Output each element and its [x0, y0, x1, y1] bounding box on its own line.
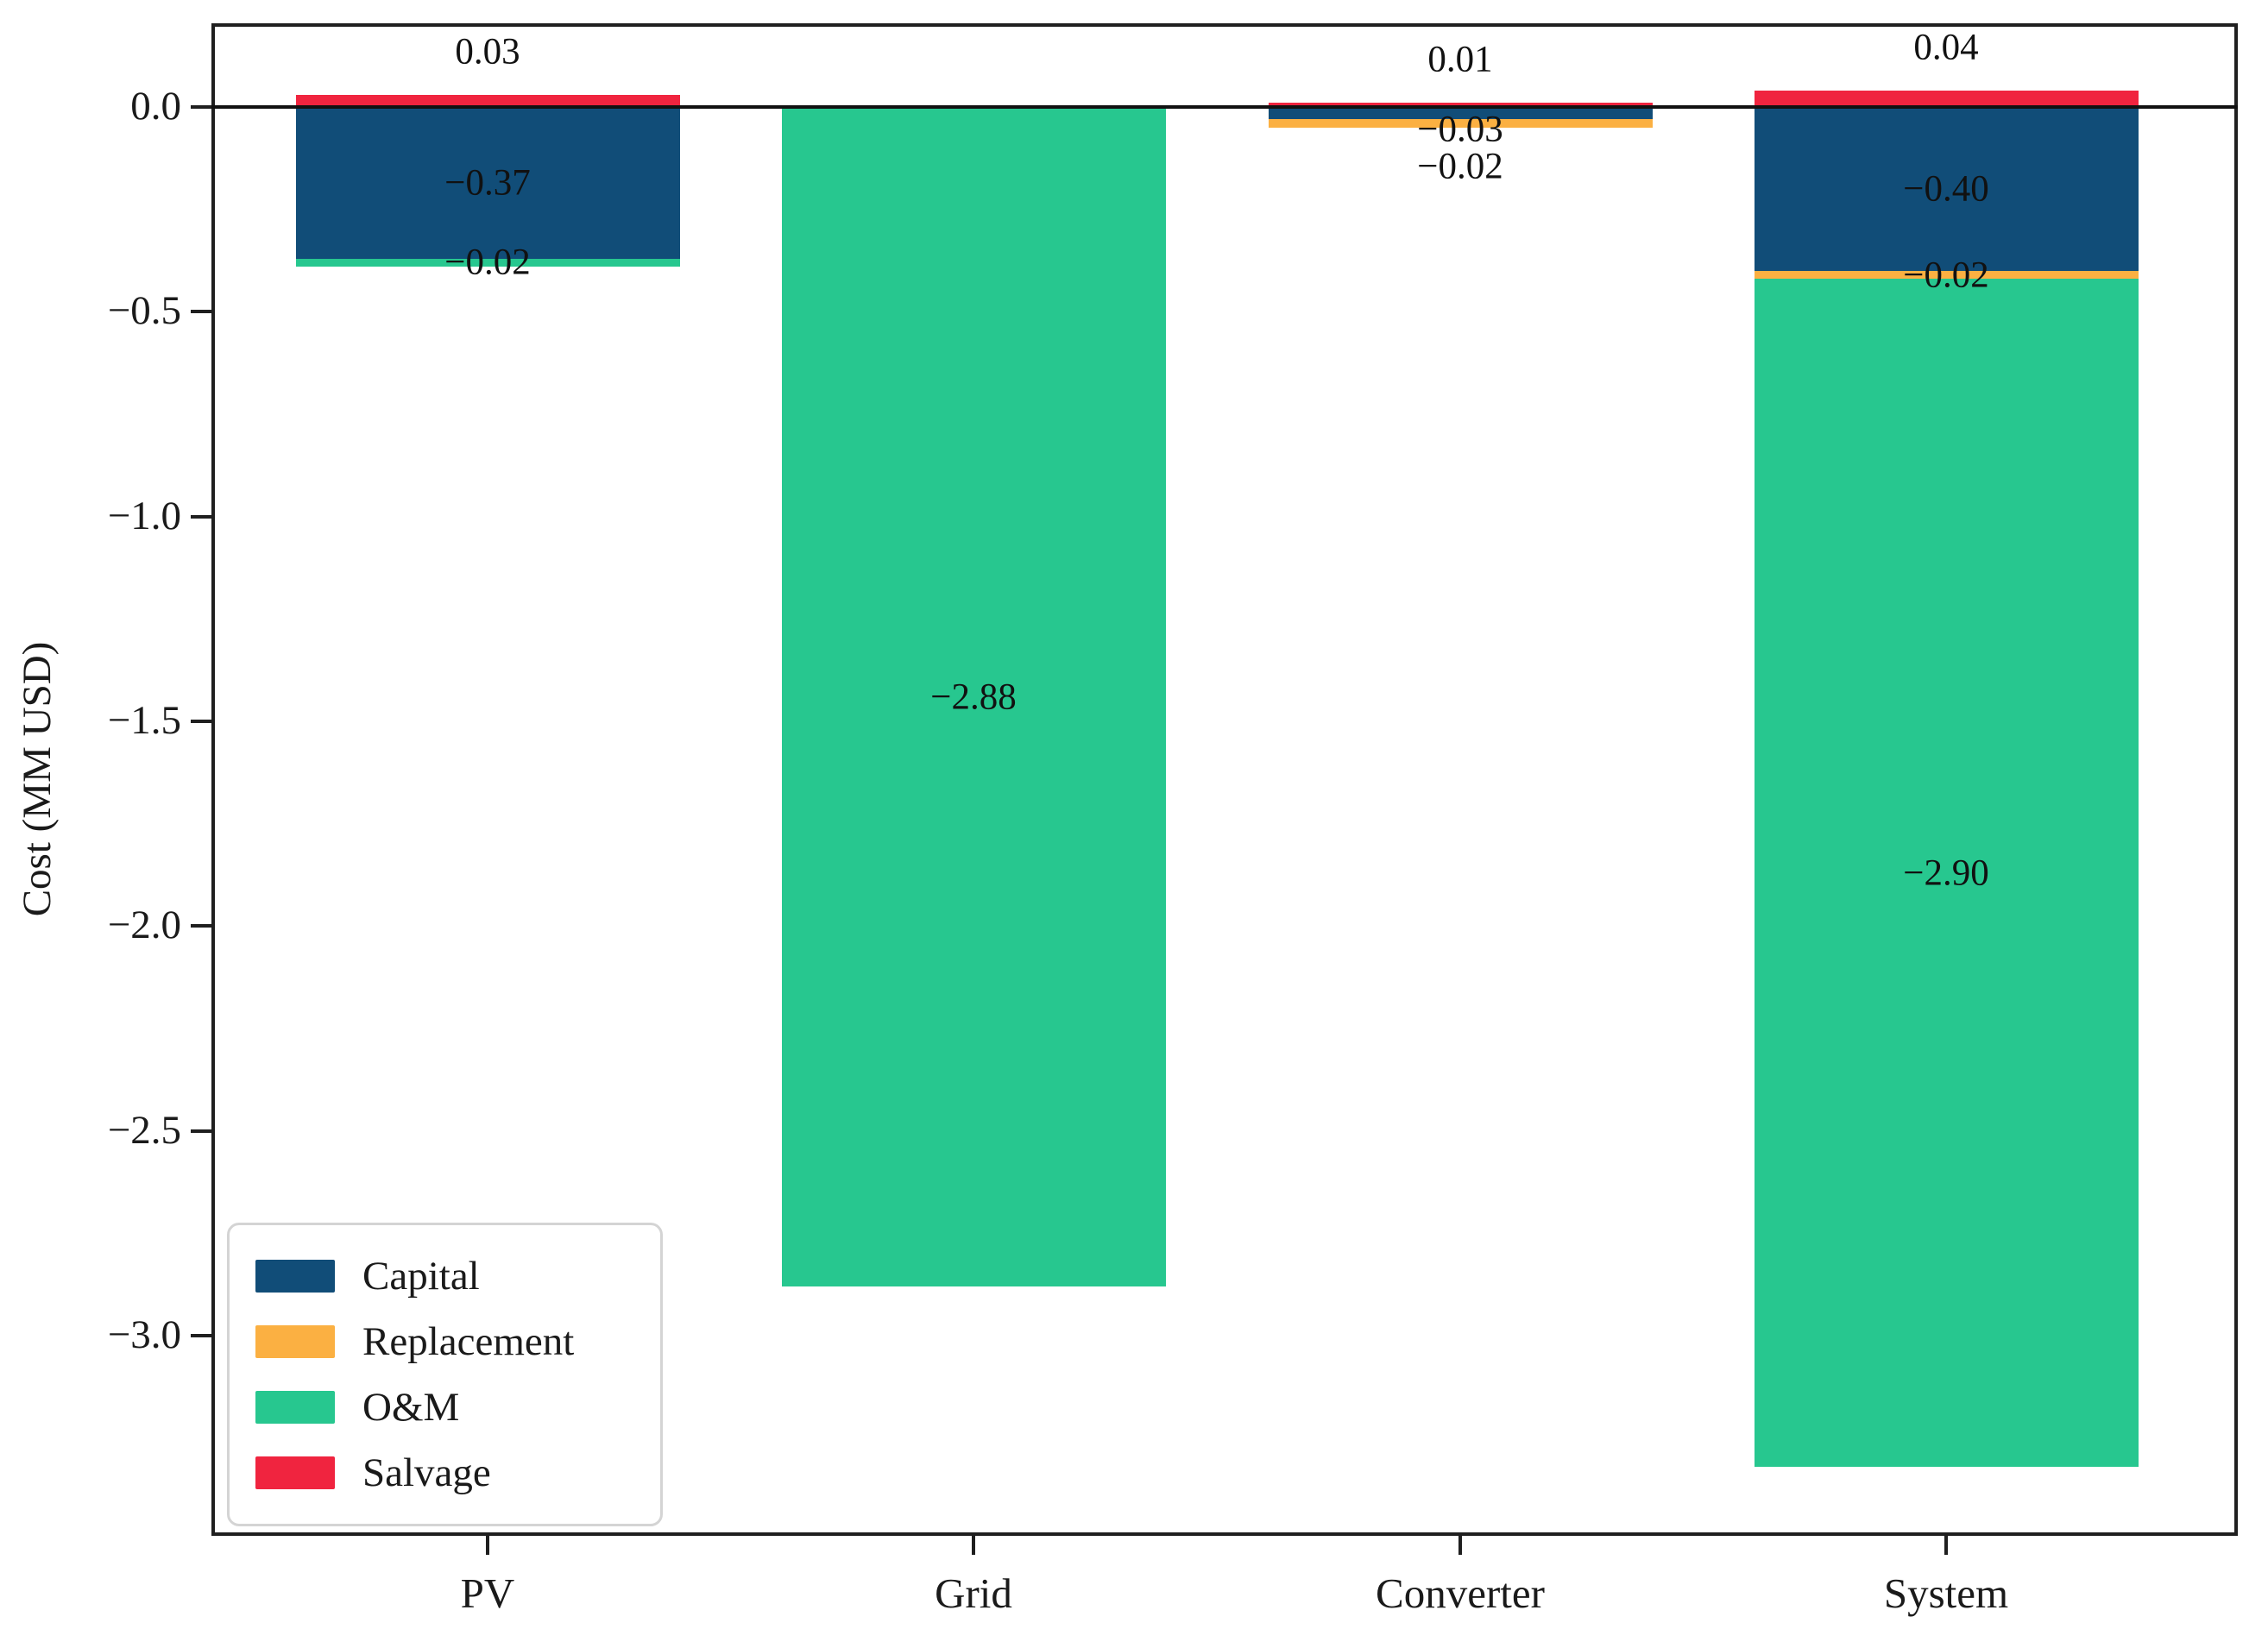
value-label: −0.02	[444, 242, 531, 283]
legend-swatch-salvage	[255, 1456, 335, 1489]
legend-swatch-capital	[255, 1260, 335, 1293]
y-tick-mark	[191, 720, 211, 724]
y-tick-mark	[191, 310, 211, 314]
bar-segment-system-replacement	[1754, 270, 2139, 280]
y-tick-mark	[191, 1334, 211, 1338]
legend-label: Replacement	[362, 1319, 575, 1364]
y-tick-label: −0.5	[107, 288, 181, 334]
bar-segment-pv-om	[295, 258, 680, 267]
y-tick-label: −2.5	[107, 1107, 181, 1153]
x-tick-mark	[1944, 1536, 1948, 1555]
x-tick-mark	[972, 1536, 975, 1555]
y-tick-label: −1.0	[107, 493, 181, 538]
legend-item-capital: Capital	[255, 1253, 634, 1299]
y-tick-label: −2.0	[107, 903, 181, 948]
legend-item-replacement: Replacement	[255, 1318, 634, 1365]
legend-swatch-om	[255, 1391, 335, 1424]
value-label: −0.37	[444, 162, 531, 204]
value-label: 0.04	[1913, 27, 1979, 68]
value-label: −0.40	[1903, 168, 1989, 210]
legend-label: Salvage	[362, 1450, 491, 1495]
y-tick-label: −3.0	[107, 1312, 181, 1358]
value-label: 0.03	[455, 31, 520, 72]
x-axis-label-converter: Converter	[1376, 1569, 1545, 1617]
y-axis-title: Cost (MM USD)	[15, 641, 60, 917]
x-tick-mark	[486, 1536, 489, 1555]
value-label: −0.03	[1417, 109, 1503, 150]
y-tick-label: 0.0	[130, 83, 181, 129]
legend: Capital Replacement O&M Salvage	[227, 1223, 663, 1526]
legend-swatch-replacement	[255, 1325, 335, 1358]
bar-segment-system-om	[1754, 279, 2139, 1467]
y-tick-mark	[191, 924, 211, 928]
legend-item-salvage: Salvage	[255, 1450, 634, 1496]
bar-segment-converter-replacement	[1268, 119, 1653, 128]
bar-segment-system-salvage	[1754, 91, 2139, 107]
bar-segment-system-capital	[1754, 107, 2139, 271]
value-label: −0.02	[1417, 146, 1503, 187]
x-axis-label-pv: PV	[460, 1569, 515, 1617]
y-tick-mark	[191, 1129, 211, 1133]
legend-label: O&M	[362, 1385, 460, 1430]
bar-segment-grid-om	[781, 107, 1166, 1287]
y-tick-label: −1.5	[107, 697, 181, 743]
value-label: −0.02	[1903, 255, 1989, 296]
legend-label: Capital	[362, 1254, 480, 1299]
bar-segment-pv-capital	[295, 107, 680, 259]
bar-segment-converter-salvage	[1268, 103, 1653, 107]
x-axis-label-grid: Grid	[935, 1569, 1012, 1617]
y-tick-mark	[191, 105, 211, 109]
x-axis-label-system: System	[1883, 1569, 2009, 1617]
value-label: −2.90	[1903, 852, 1989, 894]
zero-baseline	[211, 105, 2238, 109]
value-label: −2.88	[930, 676, 1017, 718]
y-tick-mark	[191, 514, 211, 519]
value-label: 0.01	[1427, 39, 1493, 80]
bar-segment-pv-salvage	[295, 94, 680, 107]
bar-segment-converter-capital	[1268, 107, 1653, 120]
x-tick-mark	[1458, 1536, 1462, 1555]
legend-item-om: O&M	[255, 1384, 634, 1431]
